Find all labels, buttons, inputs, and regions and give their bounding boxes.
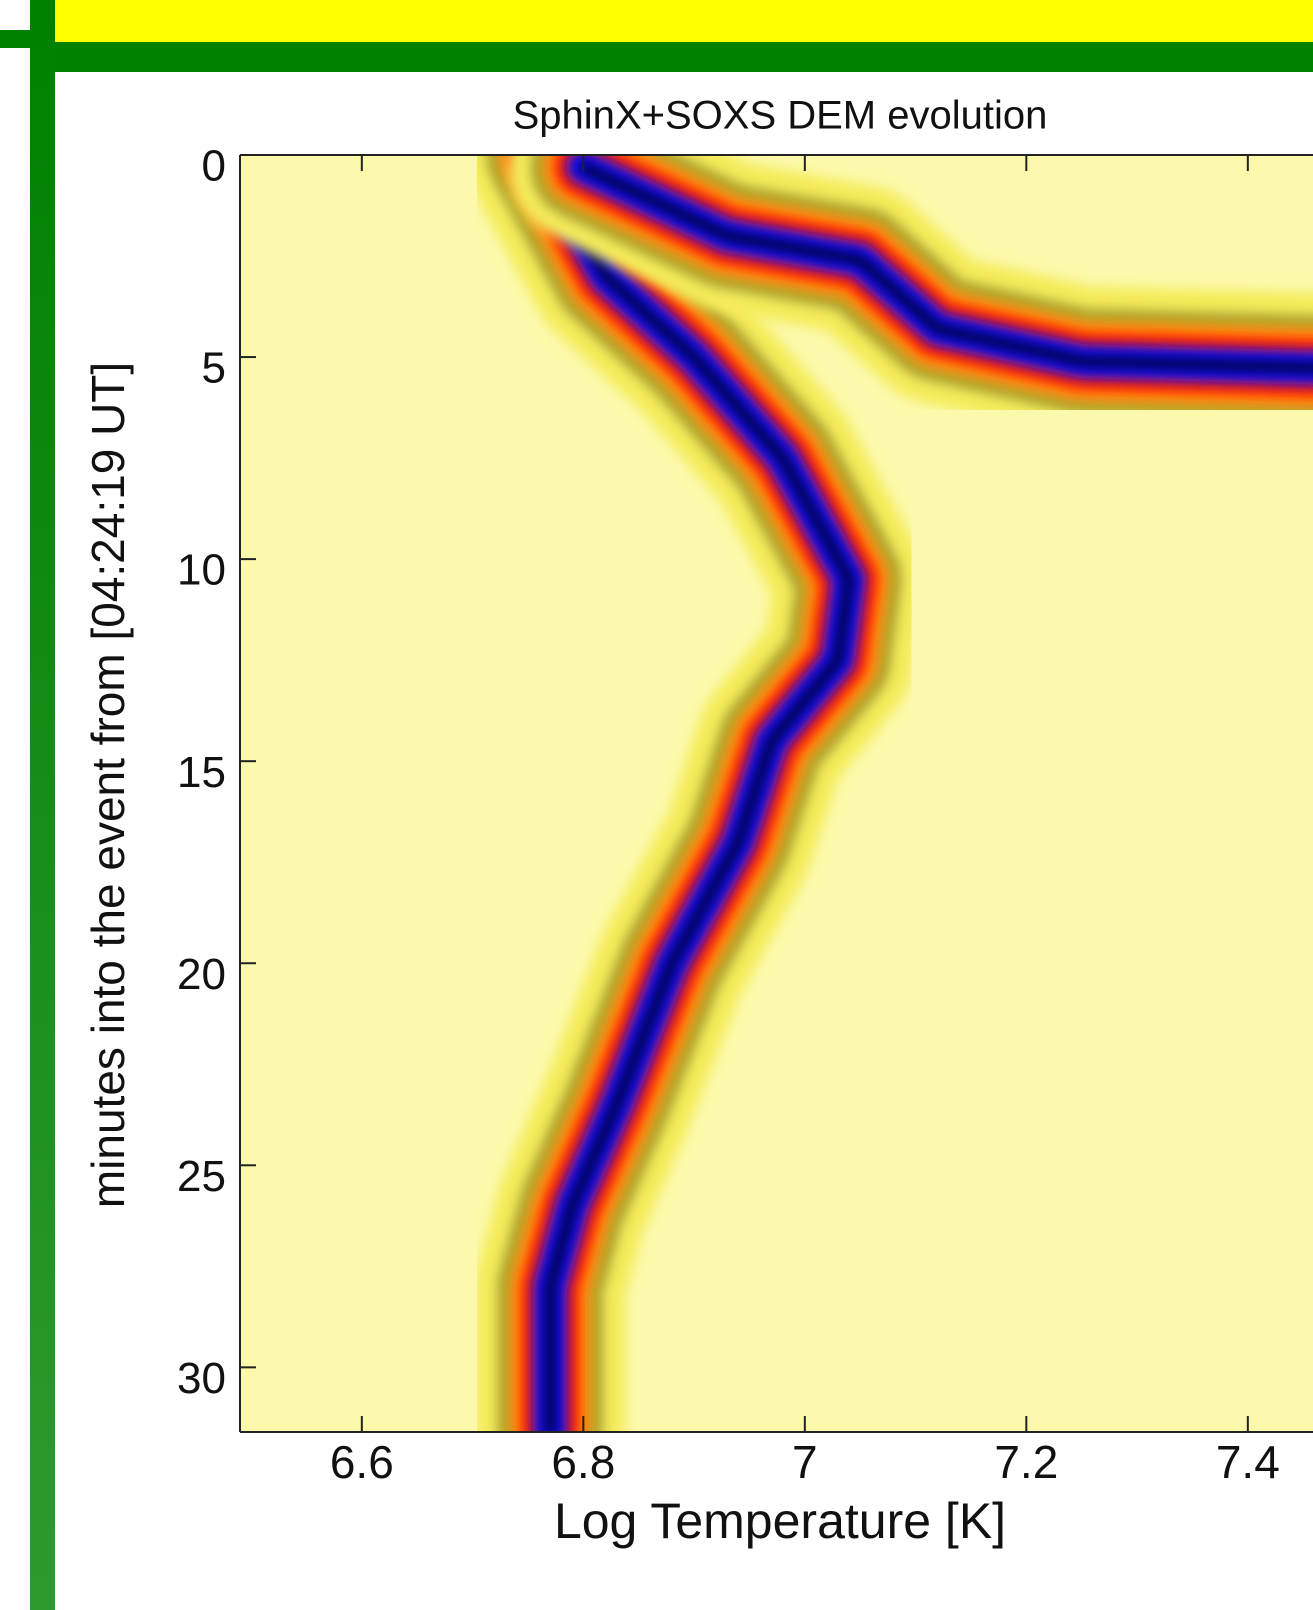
- x-axis-label: Log Temperature [K]: [554, 1493, 1006, 1549]
- axes: 6.6 6.8 7 7.2 7.4 0 5 10 15 20 25 30: [177, 142, 1313, 1488]
- corner-stub: [0, 30, 30, 48]
- x-tick-label: 7.4: [1216, 1436, 1280, 1488]
- x-tick-label: 7.2: [994, 1436, 1058, 1488]
- y-tick-label: 15: [177, 748, 226, 797]
- y-tick-label: 30: [177, 1354, 226, 1403]
- x-tick-label: 6.8: [551, 1436, 615, 1488]
- y-tick-label: 10: [177, 546, 226, 595]
- plot-area: [240, 155, 1313, 1432]
- chart-title: SphinX+SOXS DEM evolution: [513, 94, 1048, 138]
- left-bar: [30, 0, 55, 1610]
- y-tick-label: 5: [202, 344, 226, 393]
- dem-ridge: [534, 155, 855, 1432]
- x-tick-label: 6.6: [330, 1436, 394, 1488]
- y-axis-label: minutes into the event from [04:24:19 UT…: [82, 362, 134, 1208]
- y-tick-label: 20: [177, 950, 226, 999]
- header-rule: [30, 42, 1313, 72]
- header-band: [55, 0, 1313, 42]
- y-tick-label: 25: [177, 1152, 226, 1201]
- x-tick-label: 7: [792, 1436, 818, 1488]
- dem-ridge: [578, 162, 1313, 373]
- y-tick-label: 0: [202, 142, 226, 191]
